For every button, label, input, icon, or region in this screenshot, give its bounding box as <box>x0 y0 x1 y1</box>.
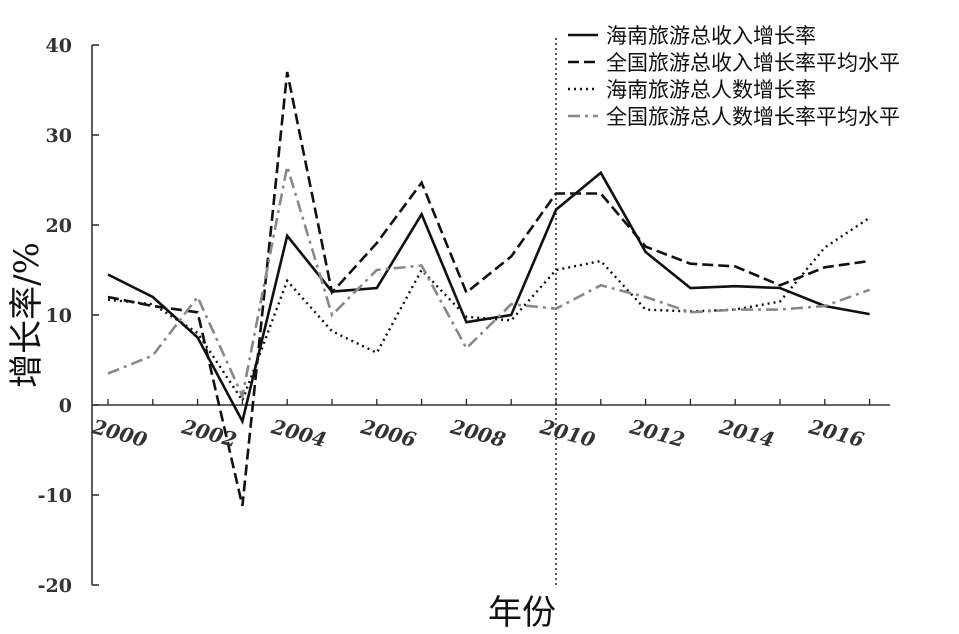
legend-label-4: 全国旅游总人数增长率平均水平 <box>606 105 900 129</box>
legend-label-2: 全国旅游总收入增长率平均水平 <box>606 51 900 75</box>
x-tick-label: 2000 <box>89 414 150 452</box>
y-tick-label: -10 <box>38 485 72 507</box>
x-tick-label: 2004 <box>268 414 329 452</box>
series-line-2 <box>107 71 870 507</box>
x-tick-label: 2012 <box>626 414 687 452</box>
y-tick-label: 20 <box>46 215 72 237</box>
series-line-1 <box>107 170 870 425</box>
series-line-4 <box>107 166 871 401</box>
x-tick-label: 2010 <box>537 414 598 452</box>
y-tick-label: 30 <box>46 125 72 147</box>
legend-label-3: 海南旅游总人数增长率 <box>606 78 816 102</box>
axes <box>91 44 890 586</box>
x-tick-label: 2002 <box>178 414 239 452</box>
y-axis-title: 增长率/% <box>7 242 47 388</box>
y-tick-label: 10 <box>46 305 72 327</box>
x-axis-title: 年份 <box>488 593 556 633</box>
series-line-3 <box>107 216 871 404</box>
x-tick-label: 2014 <box>716 414 777 452</box>
x-tick-label: 2006 <box>358 414 419 452</box>
series-lines <box>107 71 871 507</box>
y-tick-labels: 40 30 20 10 0 -10 -20 <box>38 35 72 597</box>
y-tick-label: 40 <box>46 35 72 57</box>
legend: 海南旅游总收入增长率全国旅游总收入增长率平均水平海南旅游总人数增长率全国旅游总人… <box>568 24 900 129</box>
legend-label-1: 海南旅游总收入增长率 <box>606 24 816 48</box>
x-tick-label: 2008 <box>447 414 508 452</box>
y-tick-label: -20 <box>38 575 72 597</box>
x-tick-label: 2016 <box>806 414 867 452</box>
x-tick-labels: 2000 2002 2004 2006 2008 2010 2012 2014 2016 <box>89 414 867 452</box>
y-tick-label: 0 <box>59 395 72 417</box>
